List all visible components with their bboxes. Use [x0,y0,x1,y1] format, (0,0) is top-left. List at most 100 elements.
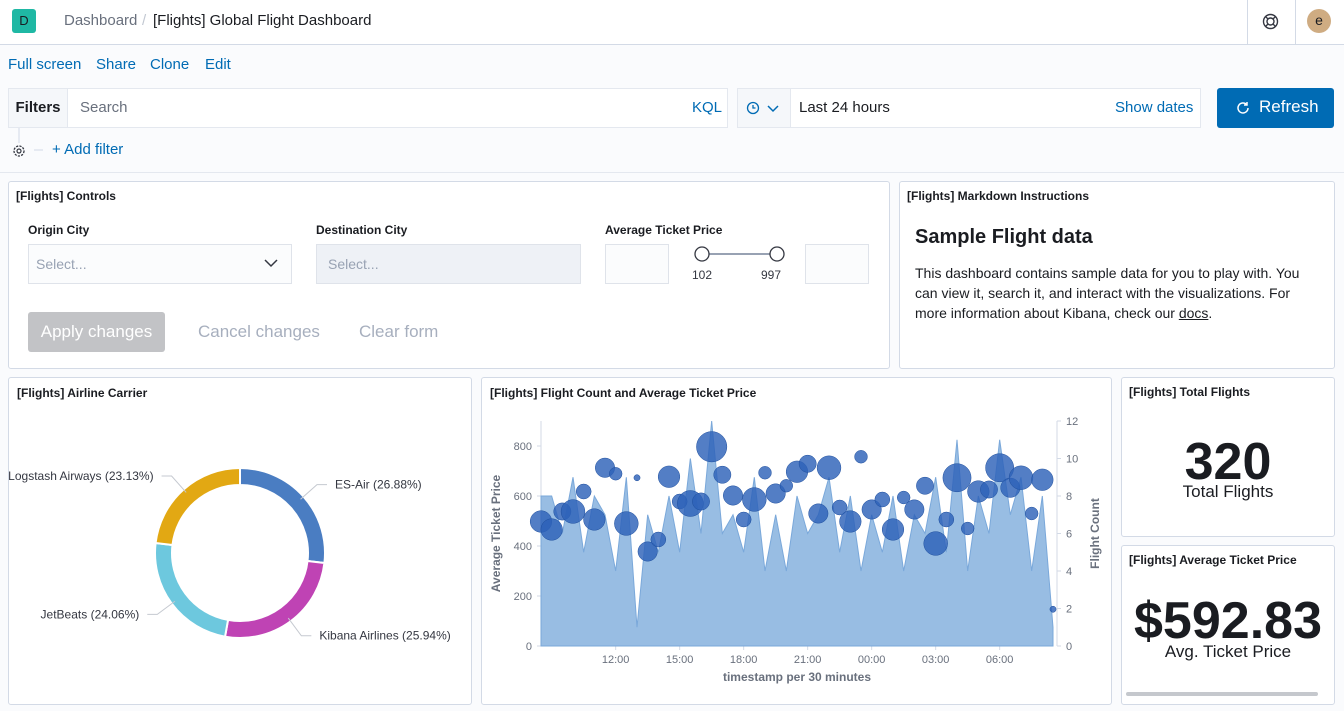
price-bubble [816,455,842,480]
price-bubble [861,499,882,520]
add-filter[interactable]: + Add filter [52,141,124,158]
x-tick-label: 03:00 [922,654,950,666]
price-bubble [575,483,592,500]
price-bubble [1008,465,1034,490]
range-slider[interactable] [690,244,790,264]
panel-title: [Flights] Average Ticket Price [1129,553,1297,567]
price-bubble [961,521,975,536]
price-bubble [614,511,639,536]
price-bubble [881,518,905,541]
user-avatar[interactable]: e [1307,9,1331,33]
price-bubble [904,499,925,520]
clock-icon [746,101,779,115]
menu-link[interactable]: Full screen [8,56,82,73]
combo-chart: [Flights] Flight Count and Average Ticke… [489,386,1102,684]
price-bubble [779,479,793,493]
docs-link[interactable]: docs [1178,305,1209,321]
leader-line [300,484,327,500]
y2-tick-label: 8 [1066,491,1072,503]
range-min: 102 [692,268,713,282]
slice-label: Logstash Airways (23.13%) [9,469,154,483]
y-tick-label: 800 [514,441,532,453]
metric-panel [1121,377,1335,537]
cancel-button[interactable]: Cancel changes [198,322,320,341]
range-max: 997 [761,268,782,282]
select-placeholder: Select... [36,256,87,272]
price-bubble [758,466,772,480]
y2-tick-label: 6 [1066,529,1072,541]
y-tick-label: 600 [514,491,532,503]
clear-button[interactable]: Clear form [359,322,439,341]
price-bubble [985,453,1015,483]
x-axis-title: timestamp per 30 minutes [723,670,871,684]
origin-select[interactable] [28,244,292,284]
max-input[interactable] [805,244,869,284]
price-bubble [874,491,891,508]
y2-tick-label: 2 [1066,604,1072,616]
price-bubble [839,510,862,533]
price-bubble [657,465,681,488]
pie-slice [223,559,326,639]
divider [1295,0,1296,45]
pie-slice [239,466,326,565]
pie-chart: [Flights] Airline Carrier ES-Air (26.88%… [9,386,451,643]
slice-label: JetBeats (24.06%) [41,607,140,621]
price-bubble [735,511,752,528]
metric-label: Total Flights [1182,482,1274,501]
metric-value: 320 [1184,433,1272,491]
price-bubble [560,499,586,524]
breadcrumb[interactable]: Dashboard [64,12,138,29]
menu-link[interactable]: Share [96,56,137,73]
y-axis-title: Average Ticket Price [489,474,503,592]
price-bubble [831,499,848,516]
search-bar[interactable] [8,88,728,128]
price-bubble [723,485,743,506]
app-logo[interactable]: D [12,9,36,33]
y-tick-label: 0 [526,641,532,653]
refresh-button[interactable] [1217,88,1334,128]
price-bubble [692,492,710,511]
divider [0,172,1344,173]
scrollbar[interactable] [1126,692,1318,696]
time-picker[interactable] [737,88,1201,128]
leader-line [147,600,176,615]
combo-panel: [Flights] Flight Count and Average Ticke… [481,377,1112,705]
min-input[interactable] [605,244,669,284]
top-bar [0,0,1344,45]
y-tick-label: 400 [514,541,532,553]
leader-line [287,617,312,637]
menu-link[interactable]: Edit [205,56,231,73]
metric-panel [1121,545,1335,705]
price-bubble [583,508,606,531]
show-dates[interactable]: Show dates [1115,99,1194,116]
price-bubble [742,487,767,512]
price-bubble [713,465,732,484]
chevron [264,259,278,268]
y2-axis-title: Flight Count [1088,498,1102,569]
menu-link[interactable]: Clone [150,56,190,73]
kql-toggle[interactable]: KQL [692,99,723,116]
select-placeholder: Select... [328,256,379,272]
price-bubble [1049,605,1057,613]
x-tick-label: 21:00 [794,654,822,666]
price-bubble [942,463,972,493]
divider [1247,0,1248,45]
help-icon[interactable] [1262,13,1279,30]
field-label: Destination City [316,223,408,237]
refresh-icon [1237,102,1249,114]
count-area [540,420,1054,647]
search-placeholder: Search [80,99,128,116]
x-tick-label: 00:00 [858,654,886,666]
price-bubble [609,467,623,481]
markdown-heading: Sample Flight data [915,226,1093,248]
time-range: Last 24 hours [799,99,890,116]
gear-icon[interactable] [10,128,46,164]
quick-menu[interactable] [738,89,791,127]
price-bubble [854,450,868,464]
price-bubble [1031,468,1054,491]
paragraph-end: . [1208,305,1213,321]
metric-label: Avg. Ticket Price [1164,642,1292,661]
apply-button[interactable]: Apply changes [28,312,165,352]
markdown-text: This dashboard contains sample data for … [915,263,1315,323]
